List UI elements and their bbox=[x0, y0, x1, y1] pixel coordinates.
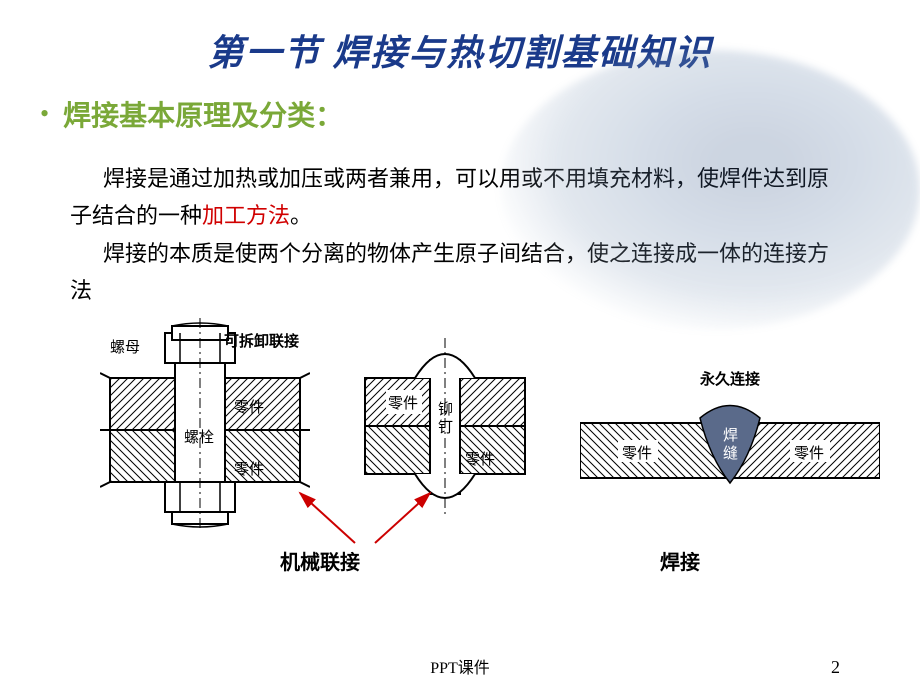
label-part-2: 零件 bbox=[234, 458, 264, 479]
diagrams-area: 螺母 可拆卸联接 零件 螺栓 零件 零件 铆 钉 零件 bbox=[0, 318, 920, 578]
footer-text: PPT课件 bbox=[0, 654, 920, 678]
subtitle: 焊接基本原理及分类： bbox=[63, 94, 343, 134]
label-weld-b: 缝 bbox=[723, 442, 738, 463]
label-welding: 焊接 bbox=[660, 546, 700, 575]
label-part-6: 零件 bbox=[794, 442, 824, 463]
page-number: 2 bbox=[831, 657, 840, 678]
label-mechanical: 机械联接 bbox=[280, 546, 360, 575]
label-nut: 螺母 bbox=[110, 336, 140, 357]
label-part-5: 零件 bbox=[622, 442, 652, 463]
label-rivet-b: 钉 bbox=[438, 416, 453, 437]
label-permanent: 永久连接 bbox=[700, 368, 760, 389]
background-welder-image bbox=[500, 50, 920, 330]
label-part-3: 零件 bbox=[388, 392, 418, 413]
label-part-4: 零件 bbox=[465, 448, 495, 469]
label-part-1: 零件 bbox=[234, 396, 264, 417]
p1-red: 加工方法 bbox=[202, 203, 290, 228]
label-detachable: 可拆卸联接 bbox=[224, 330, 299, 351]
bullet-icon: • bbox=[40, 99, 49, 129]
p1-post: 。 bbox=[290, 203, 312, 228]
label-bolt: 螺栓 bbox=[184, 426, 214, 447]
